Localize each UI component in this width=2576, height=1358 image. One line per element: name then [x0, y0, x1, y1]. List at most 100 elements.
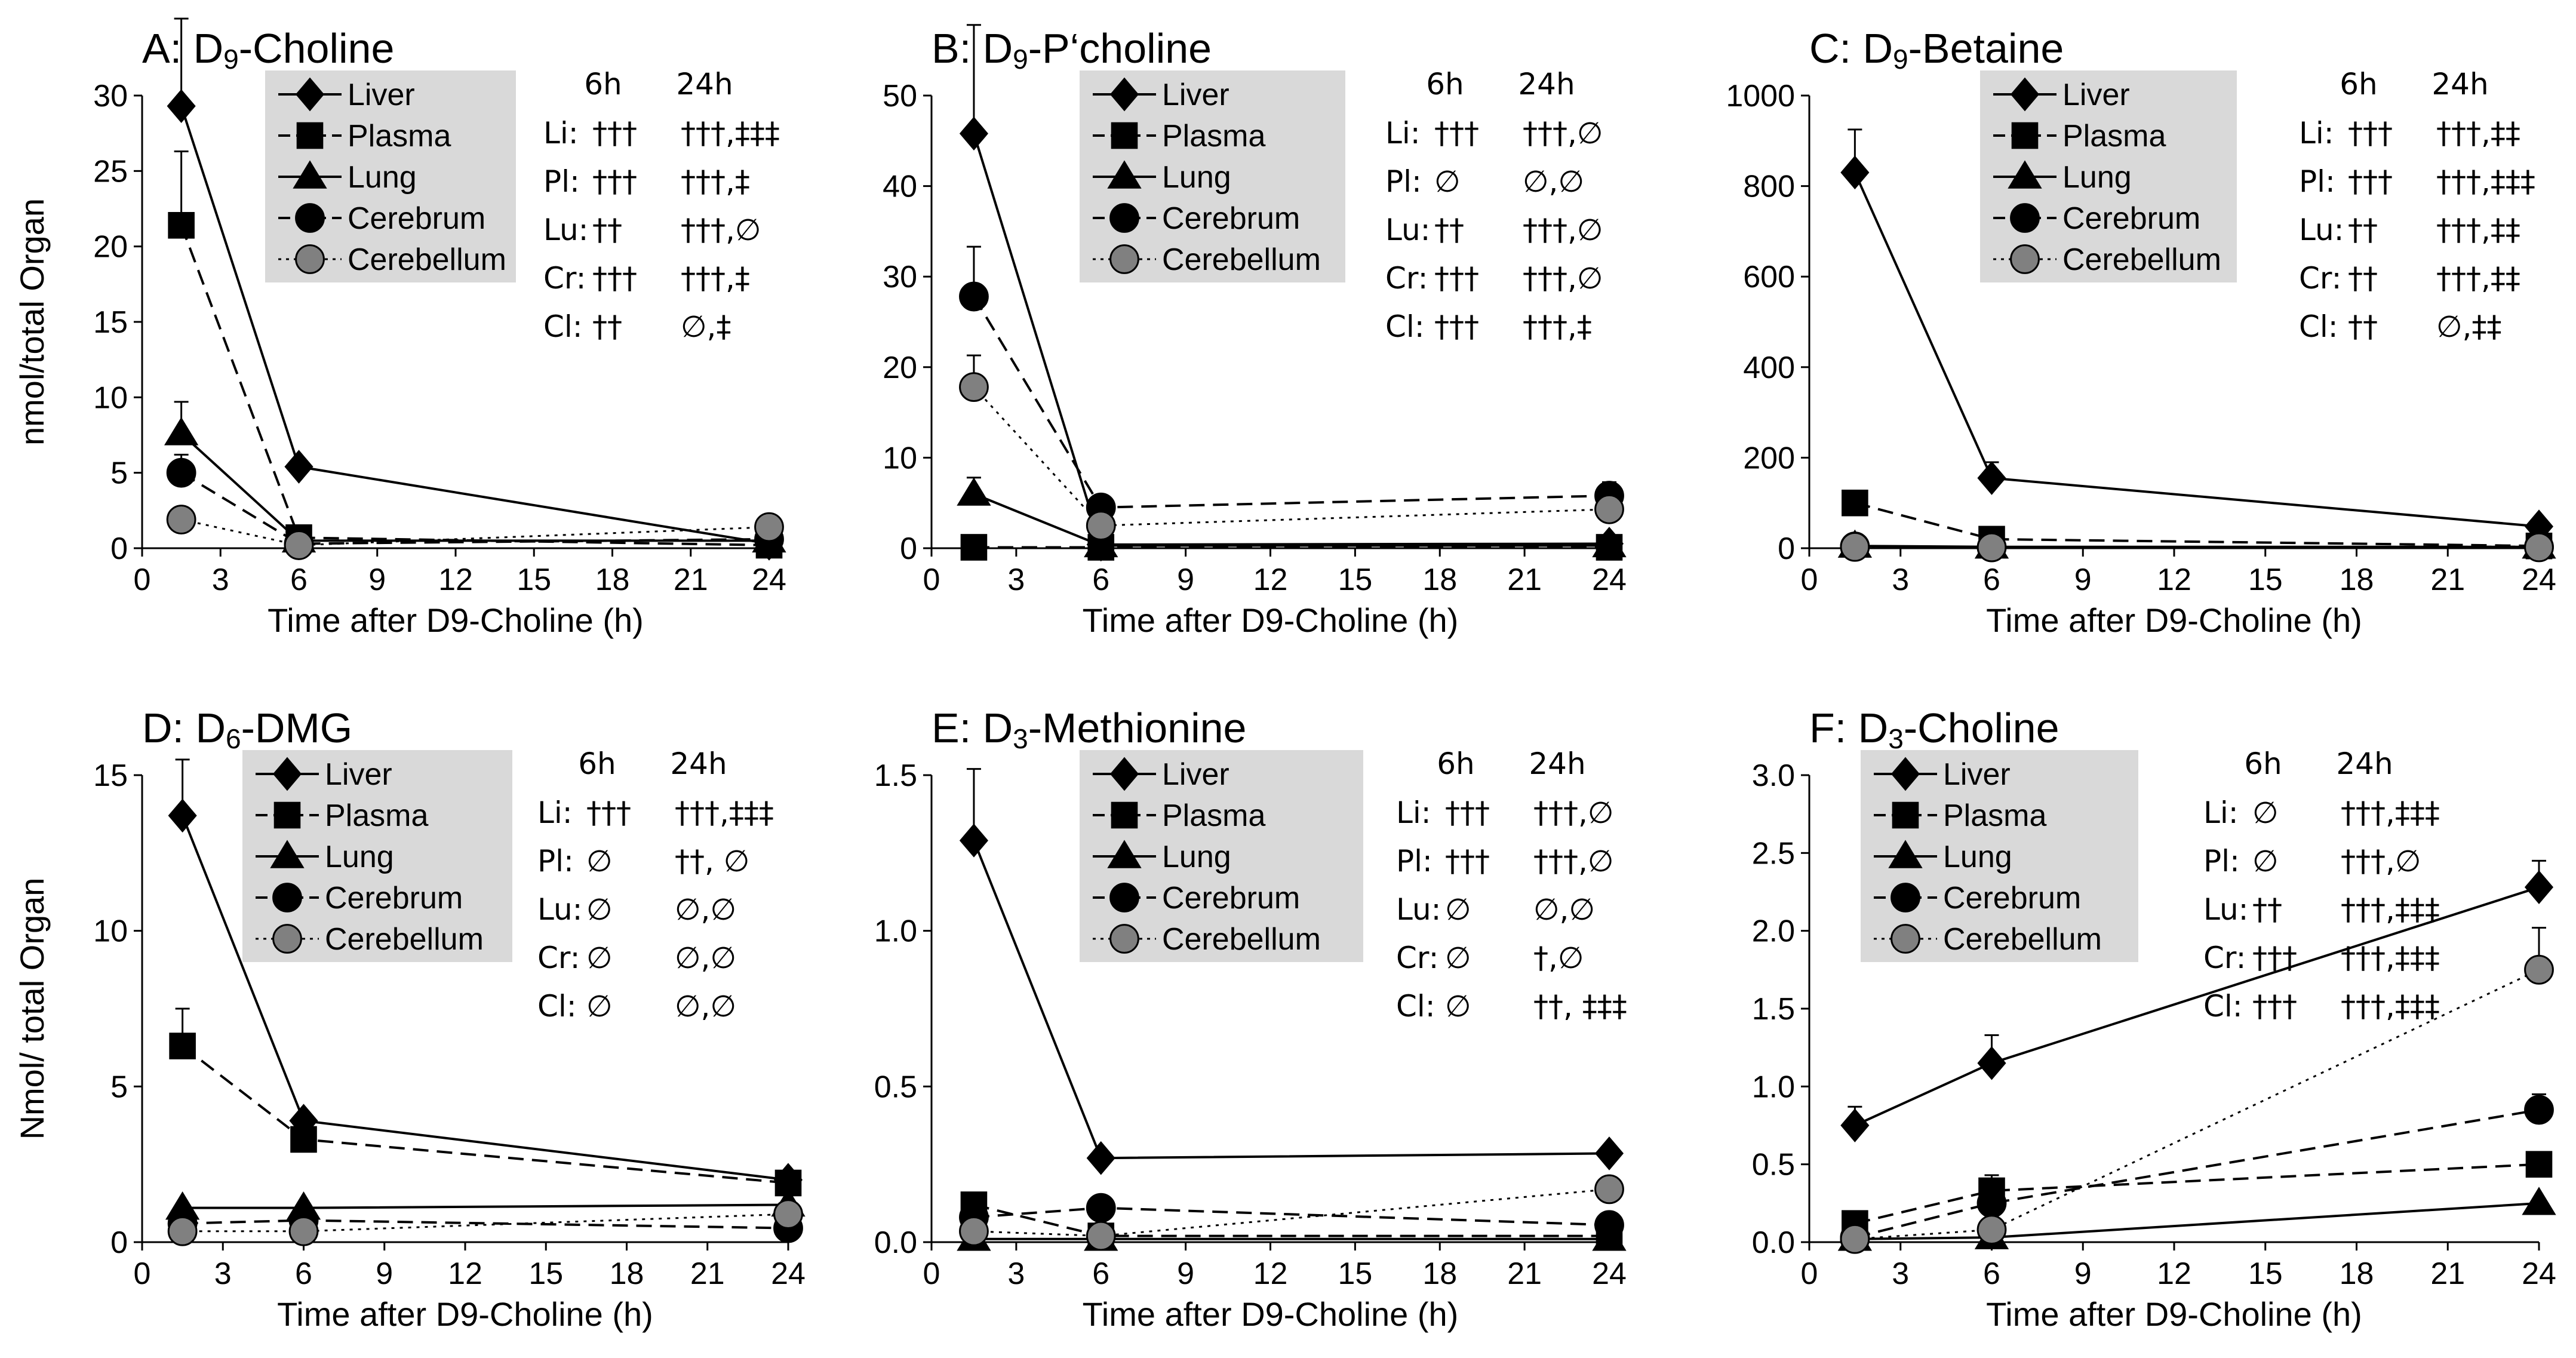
y-tick-label: 25 [93, 154, 128, 189]
x-tick-label: 9 [376, 1256, 393, 1291]
stats-row-label: Cr: [537, 941, 580, 975]
data-point-lung [164, 417, 199, 446]
data-point-cerebellum [284, 530, 314, 560]
stats-24h-value: †††,∅ [1533, 795, 1613, 830]
stats-24h-value: †††,‡‡‡ [2341, 795, 2440, 830]
stats-row-label: Pl: [543, 164, 580, 199]
stats-6h-value: ∅ [1434, 164, 1461, 199]
stats-6h-value: ††† [592, 261, 637, 296]
stats-24h-value: ∅,∅ [675, 941, 736, 975]
data-point-plasma [2525, 1151, 2553, 1178]
stats-row-label: Lu: [2299, 213, 2344, 247]
stats-24h-value: †††,‡‡‡ [2341, 941, 2440, 975]
legend-label: Cerebrum [1162, 201, 1300, 236]
legend-marker-cerebellum [1109, 244, 1139, 274]
x-axis-label: Time after D9-Choline (h) [1083, 1295, 1459, 1333]
x-tick-label: 12 [2157, 1256, 2191, 1291]
x-tick-label: 6 [1092, 563, 1109, 597]
y-tick-label: 800 [1743, 170, 1795, 204]
stats-24h-value: †††,‡‡ [2436, 213, 2520, 247]
stats-6h-value: ††† [2348, 164, 2393, 199]
stats-row-label: Cl: [543, 309, 583, 344]
legend-marker-cerebrum [1109, 883, 1139, 912]
stats-row-label: Lu: [537, 892, 583, 927]
panel-d: D: D6-DMG 0 5 10 15 0 3 6 9 12 15 18 21 24 Time after … [13, 705, 806, 1333]
x-tick-label: 0 [923, 563, 940, 597]
data-point-liver [1840, 1108, 1870, 1142]
stats-header-24h: 24h [1529, 746, 1585, 781]
data-point-liver [1977, 461, 2006, 495]
legend-marker-cerebellum [1109, 924, 1139, 954]
data-point-lung [1592, 529, 1627, 558]
data-point-cerebellum [288, 1216, 319, 1246]
data-point-cerebrum [1086, 1193, 1116, 1223]
legend-label: Lung [2062, 160, 2132, 195]
stats-header-6h: 6h [2244, 746, 2282, 781]
series-line-cerebrum [973, 1206, 1610, 1227]
y-tick-label: 40 [883, 170, 917, 204]
stats-row-label: Cl: [537, 989, 577, 1024]
stats-row-label: Li: [2203, 795, 2239, 830]
stats-row-label: Pl: [537, 844, 574, 878]
legend-marker-cerebellum [295, 244, 325, 274]
panel-title: B: D9-P‘choline [932, 25, 1212, 75]
x-tick-label: 18 [1422, 563, 1457, 597]
legend-marker-cerebellum [272, 924, 302, 954]
stats-row-label: Pl: [2299, 164, 2335, 199]
data-point-plasma [290, 1126, 317, 1153]
legend-marker-liver [295, 77, 325, 112]
legend-marker-lung [293, 160, 327, 189]
stats-row-label: Cl: [1385, 309, 1425, 344]
x-tick-label: 12 [2157, 563, 2191, 597]
panel-title: C: D9-Betaine [1809, 25, 2064, 75]
stats-row-label: Cl: [2203, 989, 2243, 1024]
y-tick-label: 10 [883, 441, 917, 475]
y-tick-label: 1.5 [1752, 992, 1795, 1027]
panel-title: D: D6-DMG [142, 705, 352, 754]
legend-label: Cerebellum [1162, 922, 1321, 957]
legend-marker-lung [270, 840, 305, 868]
legend-marker-cerebrum [272, 883, 302, 912]
stats-row-label: Li: [1385, 116, 1421, 150]
y-tick-label: 0.0 [874, 1225, 917, 1260]
legend-label: Lung [1162, 840, 1231, 874]
stats-header-6h: 6h [2340, 67, 2378, 102]
legend-marker-liver [272, 757, 302, 791]
y-tick-label: 3.0 [1752, 758, 1795, 793]
legend-label: Cerebrum [325, 881, 463, 915]
stats-row-label: Lu: [1396, 892, 1441, 927]
x-tick-label: 6 [295, 1256, 312, 1291]
stats-6h-value: ∅ [1445, 941, 1471, 975]
stats-24h-value: ∅,∅ [675, 892, 736, 927]
x-tick-label: 21 [1507, 563, 1542, 597]
legend-label: Plasma [1943, 798, 2046, 833]
legend-label: Cerebellum [2062, 242, 2221, 277]
legend-marker-lung [1107, 160, 1142, 189]
x-tick-label: 21 [2430, 1256, 2465, 1291]
x-tick-label: 6 [1983, 563, 2000, 597]
legend-label: Plasma [2062, 119, 2166, 153]
x-axis-label: Time after D9-Choline (h) [277, 1295, 653, 1333]
legend-marker-plasma [2011, 122, 2039, 149]
x-tick-label: 9 [2074, 563, 2092, 597]
stats-header-6h: 6h [1437, 746, 1475, 781]
y-tick-label: 1.0 [1752, 1070, 1795, 1104]
stats-24h-value: ∅,∅ [675, 989, 736, 1024]
stats-6h-value: ††† [586, 795, 631, 830]
stats-6h-value: ∅ [586, 844, 613, 878]
legend-marker-plasma [273, 801, 301, 829]
legend-label: Lung [1162, 160, 1231, 195]
y-axis-label: Nmol/ total Organ [13, 878, 51, 1140]
stats-row-label: Cl: [2299, 309, 2338, 344]
x-tick-label: 12 [448, 1256, 482, 1291]
x-tick-label: 21 [2430, 563, 2465, 597]
stats-24h-value: †††,∅ [2341, 844, 2421, 878]
stats-24h-value: †††,‡‡‡ [681, 116, 780, 150]
data-point-liver [284, 450, 313, 484]
y-tick-label: 1.0 [874, 914, 917, 949]
x-tick-label: 6 [290, 563, 308, 597]
data-point-cerebellum [1594, 1174, 1624, 1205]
data-point-cerebrum [2524, 1095, 2554, 1125]
legend-marker-lung [1888, 840, 1923, 868]
x-tick-label: 9 [1177, 563, 1194, 597]
